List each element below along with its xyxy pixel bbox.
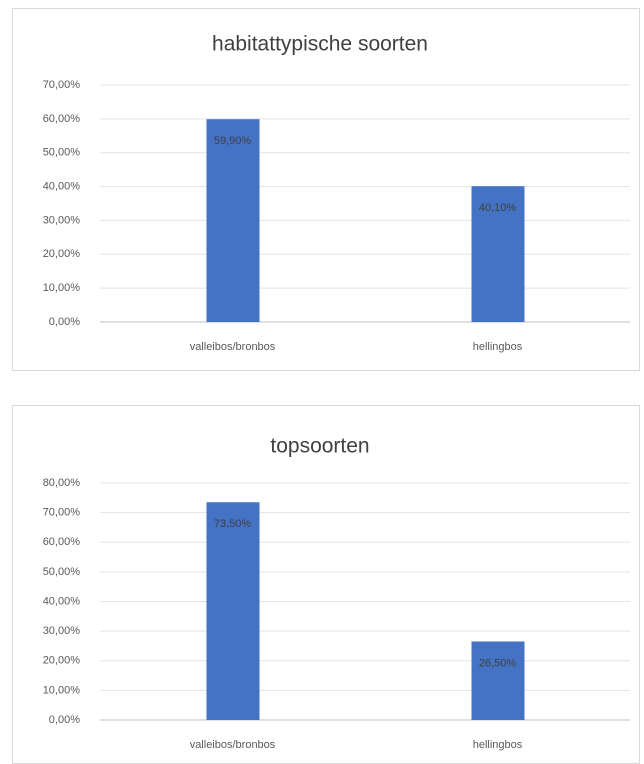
y-tick-label: 20,00%	[43, 655, 81, 667]
data-label: 73,50%	[214, 518, 252, 530]
y-tick-label: 0,00%	[49, 714, 80, 726]
y-tick-label: 60,00%	[43, 536, 81, 548]
x-tick-label: hellingbos	[473, 739, 523, 751]
y-tick-label: 20,00%	[43, 248, 81, 260]
y-tick-label: 0,00%	[49, 316, 80, 328]
y-tick-label: 50,00%	[43, 566, 81, 578]
chart-frame	[12, 8, 640, 371]
y-tick-label: 30,00%	[43, 625, 81, 637]
y-tick-label: 60,00%	[43, 113, 81, 125]
bar	[471, 186, 525, 322]
y-tick-label: 40,00%	[43, 180, 81, 192]
bar	[206, 502, 260, 720]
x-tick-label: hellingbos	[473, 341, 523, 353]
x-tick-label: valleibos/bronbos	[190, 739, 276, 751]
y-tick-label: 70,00%	[43, 507, 81, 519]
chart-title: habitattypische soorten	[212, 33, 428, 56]
x-tick-label: valleibos/bronbos	[190, 341, 276, 353]
bar	[471, 641, 525, 720]
data-label: 59,90%	[214, 135, 252, 147]
y-tick-label: 10,00%	[43, 282, 81, 294]
chart-title: topsoorten	[270, 435, 369, 458]
y-tick-label: 80,00%	[43, 477, 81, 489]
data-label: 40,10%	[479, 202, 517, 214]
data-label: 26,50%	[479, 657, 517, 669]
y-tick-label: 10,00%	[43, 684, 81, 696]
bar	[206, 119, 260, 323]
chart-frame	[12, 405, 640, 764]
y-tick-label: 70,00%	[43, 79, 81, 91]
y-tick-label: 40,00%	[43, 595, 81, 607]
y-tick-label: 50,00%	[43, 147, 81, 159]
y-tick-label: 30,00%	[43, 214, 81, 226]
